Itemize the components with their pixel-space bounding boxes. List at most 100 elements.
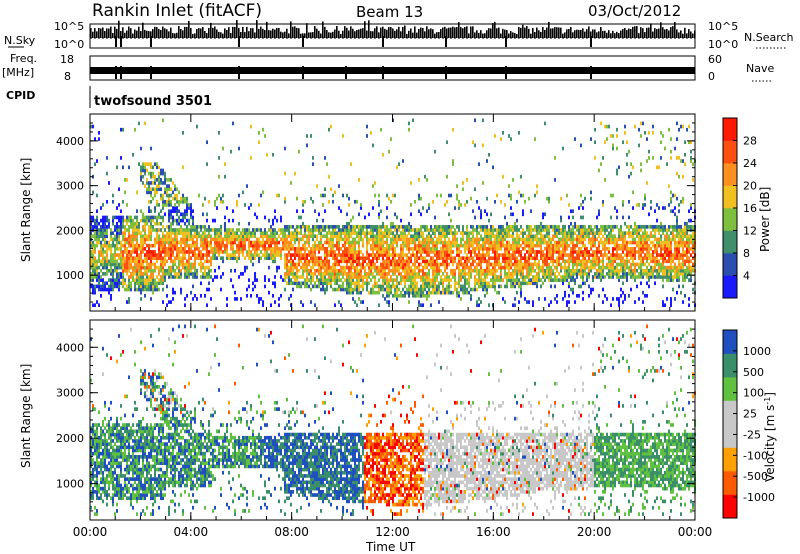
range-cell (514, 253, 516, 257)
range-cell (116, 225, 118, 229)
nsky-bar (622, 29, 624, 38)
range-cell (246, 234, 248, 239)
range-cell (416, 275, 418, 279)
range-cell (494, 265, 496, 270)
range-cell (134, 228, 136, 232)
range-cell (170, 268, 172, 273)
range-cell (304, 262, 306, 267)
range-cell (598, 265, 600, 270)
range-cell (400, 234, 402, 239)
range-cell (274, 209, 276, 213)
range-cell (486, 281, 488, 286)
range-cell (102, 256, 104, 261)
range-cell (308, 259, 310, 264)
range-cell (182, 265, 184, 270)
nsky-bar (690, 31, 692, 38)
range-cell (192, 228, 194, 232)
range-cell (348, 250, 350, 254)
range-cell (468, 243, 470, 248)
range-cell (586, 275, 588, 279)
range-cell (544, 259, 546, 264)
range-cell (470, 250, 472, 254)
range-cell (206, 243, 208, 248)
range-cell (128, 234, 130, 239)
range-cell (302, 281, 304, 286)
range-cell (536, 228, 538, 232)
range-cell (424, 281, 426, 286)
range-cell (292, 246, 294, 251)
range-cell (154, 174, 156, 179)
range-cell (218, 193, 220, 198)
range-cell (474, 187, 476, 192)
range-cell (330, 253, 332, 257)
range-cell (344, 259, 346, 264)
range-cell (430, 284, 432, 289)
range-cell (150, 287, 152, 292)
range-cell (412, 281, 414, 286)
nsky-bar (250, 28, 252, 38)
range-cell (572, 262, 574, 267)
range-cell (376, 243, 378, 248)
range-cell (188, 275, 190, 279)
range-cell (274, 240, 276, 245)
range-cell (586, 262, 588, 267)
range-cell (386, 253, 388, 257)
range-cell (284, 278, 286, 282)
range-cell (518, 259, 520, 264)
range-cell (418, 250, 420, 254)
range-cell (140, 275, 142, 279)
range-cell (552, 268, 554, 273)
range-cell (426, 234, 428, 239)
range-cell (420, 246, 422, 251)
range-cell (444, 287, 446, 292)
range-cell (322, 265, 324, 270)
nsky-bar (674, 22, 676, 38)
range-cell (548, 199, 550, 204)
range-cell (248, 231, 250, 235)
nave-bottom-tick: 0 (708, 70, 715, 83)
range-cell (578, 272, 580, 276)
range-cell (482, 250, 484, 254)
range-cell (430, 237, 432, 242)
nsky-bar (664, 29, 666, 38)
range-cell (400, 256, 402, 261)
range-cell (302, 303, 304, 308)
range-cell (382, 278, 384, 282)
range-cell (192, 253, 194, 257)
range-cell (410, 284, 412, 289)
range-cell (564, 240, 566, 245)
range-cell (280, 237, 282, 242)
range-cell (104, 284, 106, 289)
range-cell (98, 221, 100, 226)
range-cell (294, 250, 296, 254)
range-cell (154, 287, 156, 292)
range-cell (500, 237, 502, 242)
range-cell (220, 250, 222, 254)
range-cell (466, 256, 468, 261)
range-cell (106, 243, 108, 248)
range-cell (288, 265, 290, 270)
range-cell (414, 262, 416, 267)
range-cell (528, 262, 530, 267)
range-cell (566, 243, 568, 248)
range-cell (400, 278, 402, 282)
range-cell (100, 284, 102, 289)
range-cell (150, 250, 152, 254)
range-cell (320, 268, 322, 273)
range-cell (516, 290, 518, 295)
nsky-bar (272, 28, 274, 38)
range-cell (418, 290, 420, 295)
range-cell (330, 187, 332, 192)
range-cell (492, 234, 494, 239)
range-cell (114, 265, 116, 270)
range-cell (158, 181, 160, 185)
range-cell (508, 231, 510, 235)
range-cell (358, 272, 360, 276)
range-cell (128, 284, 130, 289)
range-cell (520, 281, 522, 286)
range-cell (568, 275, 570, 279)
range-cell (294, 234, 296, 239)
range-cell (398, 293, 400, 298)
range-cell (208, 253, 210, 257)
range-cell (392, 284, 394, 289)
